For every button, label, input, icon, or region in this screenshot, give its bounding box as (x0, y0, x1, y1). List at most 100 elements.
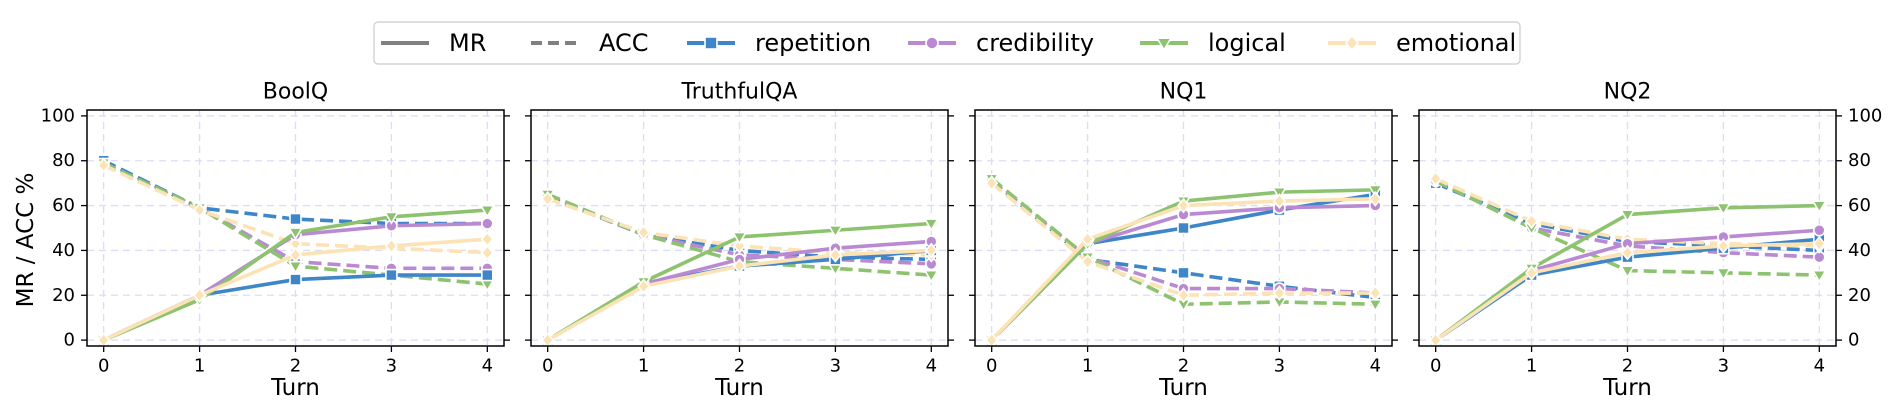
series-line (1434, 179, 1820, 259)
data-point (637, 224, 651, 241)
data-point (1081, 253, 1095, 270)
series-logical-ACC (1427, 175, 1828, 283)
data-point (1176, 287, 1191, 304)
y-tick-label: 0 (64, 330, 75, 351)
x-tick-label: 2 (290, 356, 301, 377)
data-point (289, 212, 302, 226)
x-tick-label: 2 (1178, 356, 1189, 377)
data-point (287, 227, 304, 241)
data-point (1619, 209, 1636, 223)
data-point (1813, 223, 1826, 237)
data-point (481, 268, 494, 282)
legend-label: logical (1208, 29, 1286, 57)
legend-item-emotional: emotional (1328, 29, 1516, 57)
x-tick-label: 1 (194, 356, 205, 377)
data-point (480, 244, 494, 261)
series-line (990, 181, 1376, 298)
x-axis-label: Turn (714, 375, 764, 401)
data-point (481, 217, 494, 230)
data-point (1620, 244, 1635, 261)
y-tick-label: 100 (41, 105, 75, 126)
panel-TruthfulQA: 0 1 2 3 4 TruthfulQA Turn (525, 80, 954, 401)
data-point (637, 278, 651, 295)
legend: MR ACC repetition credibility logical emotion… (373, 21, 1521, 65)
x-axis-label: Turn (270, 375, 320, 401)
data-point (1272, 285, 1286, 301)
x-tick-label: 3 (386, 356, 397, 377)
data-point (479, 204, 496, 218)
legend-marker (704, 36, 718, 50)
data-point (1619, 265, 1636, 279)
data-point (480, 231, 494, 248)
data-point (924, 242, 938, 259)
data-point (541, 191, 555, 207)
data-point (287, 260, 304, 275)
data-point (923, 218, 940, 232)
legend-label: credibility (976, 29, 1094, 57)
x-tick-label: 4 (1370, 356, 1381, 377)
data-point (1811, 200, 1828, 214)
series-emotional-MR (97, 231, 494, 348)
panel-title: BoolQ (263, 80, 328, 105)
y-tick-label-right: 20 (1848, 285, 1871, 306)
data-point (1081, 231, 1095, 248)
data-point (732, 238, 747, 254)
data-point (923, 269, 940, 283)
legend-marker (925, 36, 939, 50)
x-tick-label: 2 (1622, 356, 1633, 377)
data-point (1177, 266, 1190, 280)
panel-NQ1: 0 1 2 3 4 NQ1 Turn (969, 80, 1398, 401)
x-tick-label: 0 (98, 356, 109, 377)
x-tick-label: 3 (830, 356, 841, 377)
data-point (1715, 202, 1732, 216)
data-point (1272, 193, 1286, 209)
legend-label: repetition (755, 29, 871, 57)
data-point (827, 225, 844, 239)
x-tick-label: 0 (1430, 356, 1441, 377)
data-point (1271, 186, 1288, 201)
data-point (1367, 184, 1384, 198)
y-tick-label-right: 80 (1848, 150, 1871, 171)
data-point (1525, 264, 1539, 281)
y-tick-label-right: 0 (1848, 330, 1859, 351)
panel-title: NQ2 (1604, 80, 1652, 105)
data-point (193, 287, 207, 304)
y-tick-label-right: 40 (1848, 240, 1871, 261)
x-tick-label: 1 (638, 356, 649, 377)
data-point (289, 273, 302, 286)
data-point (1715, 267, 1732, 281)
y-tick-label: 20 (52, 285, 75, 306)
x-tick-label: 4 (926, 356, 937, 377)
legend-marker (1155, 37, 1173, 52)
data-point (97, 157, 111, 174)
x-tick-label: 2 (734, 356, 745, 377)
data-point (193, 202, 207, 218)
x-axis-label: Turn (1602, 375, 1652, 401)
data-point (384, 238, 398, 254)
data-point (1368, 285, 1382, 301)
series-emotional-MR (985, 191, 1382, 348)
data-point (1716, 238, 1730, 254)
x-tick-label: 0 (986, 356, 997, 377)
data-point (731, 231, 748, 245)
y-tick-label: 80 (52, 150, 75, 171)
data-point (1525, 213, 1539, 230)
data-point (732, 258, 747, 274)
legend-item-credibility: credibility (908, 29, 1094, 57)
data-point (828, 247, 842, 263)
x-tick-label: 1 (1526, 356, 1537, 377)
x-tick-label: 4 (482, 356, 493, 377)
x-axis-label: Turn (1158, 375, 1208, 401)
data-point (385, 268, 398, 282)
x-tick-label: 3 (1718, 356, 1729, 377)
y-tick-label-right: 60 (1848, 195, 1871, 216)
legend-label: emotional (1396, 29, 1516, 57)
data-point (383, 211, 400, 225)
data-point (1812, 235, 1826, 252)
data-point (288, 247, 303, 263)
x-tick-label: 3 (1274, 356, 1285, 377)
y-tick-label: 40 (52, 240, 75, 261)
